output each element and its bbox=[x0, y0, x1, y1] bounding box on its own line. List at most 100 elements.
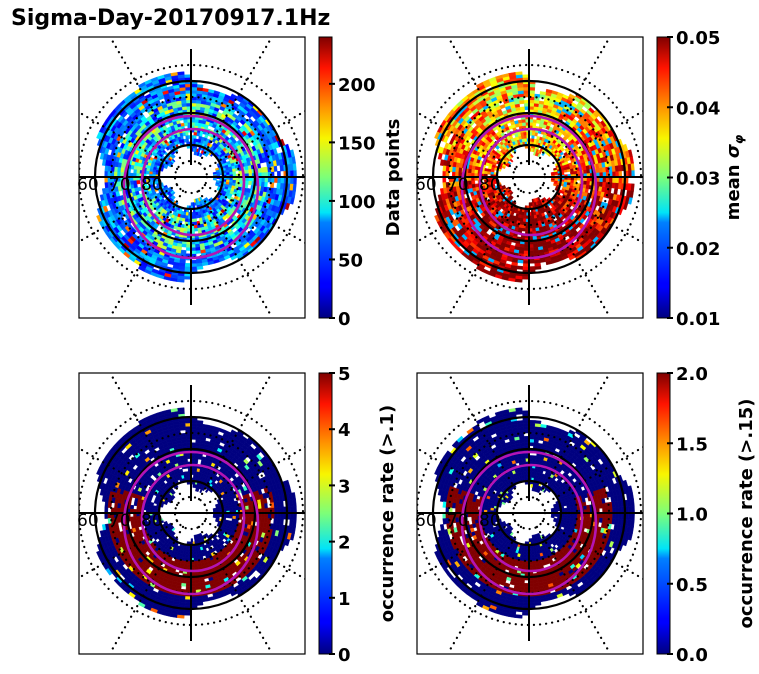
heatmap-cell bbox=[212, 171, 217, 175]
heatmap-cell bbox=[531, 138, 535, 143]
colorbar-label: Data points bbox=[383, 119, 404, 237]
heatmap-cell bbox=[183, 227, 188, 232]
heatmap-cell bbox=[185, 135, 189, 140]
heatmap-cell bbox=[613, 188, 619, 195]
heatmap-cell bbox=[289, 512, 294, 520]
dotted-mlt-spoke bbox=[203, 183, 305, 245]
heatmap-cell bbox=[292, 169, 297, 178]
heatmap-cell bbox=[482, 268, 491, 275]
heatmap-cell bbox=[247, 229, 254, 237]
oval-equatorward-boundary bbox=[122, 114, 260, 260]
colorbar-tick-label: 0.03 bbox=[676, 169, 720, 190]
heatmap-cell bbox=[531, 132, 536, 136]
colorbar-tick-label: 200 bbox=[338, 75, 376, 96]
heatmap-cell bbox=[585, 168, 590, 174]
heatmap-cell bbox=[194, 227, 199, 232]
grid bbox=[79, 37, 305, 317]
axes-frame bbox=[78, 36, 306, 319]
latitude-label-70: 70 bbox=[447, 175, 469, 195]
dotted-mlt-spoke bbox=[79, 183, 179, 243]
heatmap-cell bbox=[279, 164, 284, 172]
heatmap-cell bbox=[471, 180, 476, 185]
heatmap-cell bbox=[185, 214, 189, 219]
heatmap-cell bbox=[521, 122, 526, 127]
heatmap-cell bbox=[184, 611, 192, 616]
heatmap-cell bbox=[199, 196, 203, 201]
dotted-mlt-spoke bbox=[79, 111, 179, 171]
colorbar-gradient bbox=[318, 36, 333, 319]
heatmap-cell bbox=[523, 211, 527, 216]
heatmap-cell bbox=[550, 171, 555, 175]
heatmap-cell bbox=[244, 180, 249, 185]
colorbar-tick-label: 0.01 bbox=[676, 309, 720, 330]
heatmap-cell bbox=[183, 119, 188, 124]
heatmap-cell bbox=[531, 135, 535, 140]
heatmap-cell bbox=[194, 122, 199, 127]
heatmap-cell bbox=[522, 74, 530, 79]
plot-area bbox=[417, 37, 643, 317]
heatmap-cell bbox=[522, 218, 527, 222]
heatmap-cell bbox=[471, 169, 476, 174]
heatmap-cell bbox=[442, 135, 449, 143]
heatmap-cell bbox=[232, 179, 236, 184]
heatmap-cell bbox=[484, 170, 488, 175]
heatmap-cell bbox=[289, 506, 294, 514]
plot-area bbox=[79, 37, 305, 317]
heatmap-cell bbox=[207, 596, 215, 602]
heatmap-cell bbox=[437, 152, 443, 160]
heatmap-cell bbox=[563, 151, 569, 157]
dotted-mlt-spoke bbox=[109, 189, 185, 317]
dotted-mlt-spoke bbox=[109, 37, 185, 165]
colorbar-tick-label: 0.02 bbox=[676, 239, 720, 260]
heatmap-cell bbox=[289, 519, 294, 527]
dotted-mlt-spoke bbox=[203, 109, 305, 171]
heatmap-cell bbox=[215, 180, 220, 183]
heatmap-cell bbox=[474, 169, 479, 174]
heatmap-cell bbox=[184, 74, 192, 79]
heatmap-cell bbox=[130, 180, 135, 186]
oval-poleward-boundary bbox=[140, 127, 246, 237]
heatmap-cell bbox=[193, 138, 197, 143]
heatmap-cell bbox=[183, 122, 188, 127]
colorbar-tick-label: 150 bbox=[338, 133, 376, 154]
heatmap-cell bbox=[180, 249, 187, 254]
latitude-label-60: 60 bbox=[77, 175, 99, 195]
latitude-label-60: 60 bbox=[415, 175, 437, 195]
heatmap-cell bbox=[247, 168, 252, 174]
heatmap-cell bbox=[273, 518, 278, 525]
heatmap-cell bbox=[133, 180, 138, 185]
heatmap-cell bbox=[523, 214, 527, 219]
heatmap-cell bbox=[228, 179, 233, 183]
heatmap-cell bbox=[193, 151, 197, 156]
heatmap-cell bbox=[171, 191, 176, 196]
heatmap-cell bbox=[570, 179, 574, 184]
heatmap-cell bbox=[532, 119, 537, 124]
heatmap-cell bbox=[225, 179, 230, 183]
dotted-mlt-spoke bbox=[197, 37, 273, 165]
heatmap-cell bbox=[532, 227, 537, 232]
heatmap-cell bbox=[194, 119, 199, 124]
latitude-label-80: 80 bbox=[141, 175, 163, 195]
latitude-label-80: 80 bbox=[479, 175, 501, 195]
heatmap-cell bbox=[184, 218, 189, 222]
heatmap-cell bbox=[627, 170, 632, 178]
heatmap-cell bbox=[566, 179, 571, 183]
colorbar-label: mean σφ bbox=[723, 134, 746, 220]
heatmap-cell bbox=[522, 275, 530, 280]
auroral-oval-boundaries bbox=[122, 114, 260, 260]
heatmap-cell bbox=[185, 211, 189, 216]
figure-title: Sigma-Day-20170917.1Hz bbox=[11, 6, 331, 31]
heatmap-cell bbox=[564, 147, 570, 153]
heatmap-cell bbox=[292, 505, 297, 514]
heatmap-cell bbox=[495, 145, 500, 150]
heatmap-cell bbox=[292, 176, 297, 185]
heatmap-cell bbox=[179, 426, 186, 431]
heatmap-cell bbox=[532, 122, 537, 127]
heatmap-cell bbox=[468, 180, 473, 186]
heatmap-cell bbox=[165, 146, 170, 151]
